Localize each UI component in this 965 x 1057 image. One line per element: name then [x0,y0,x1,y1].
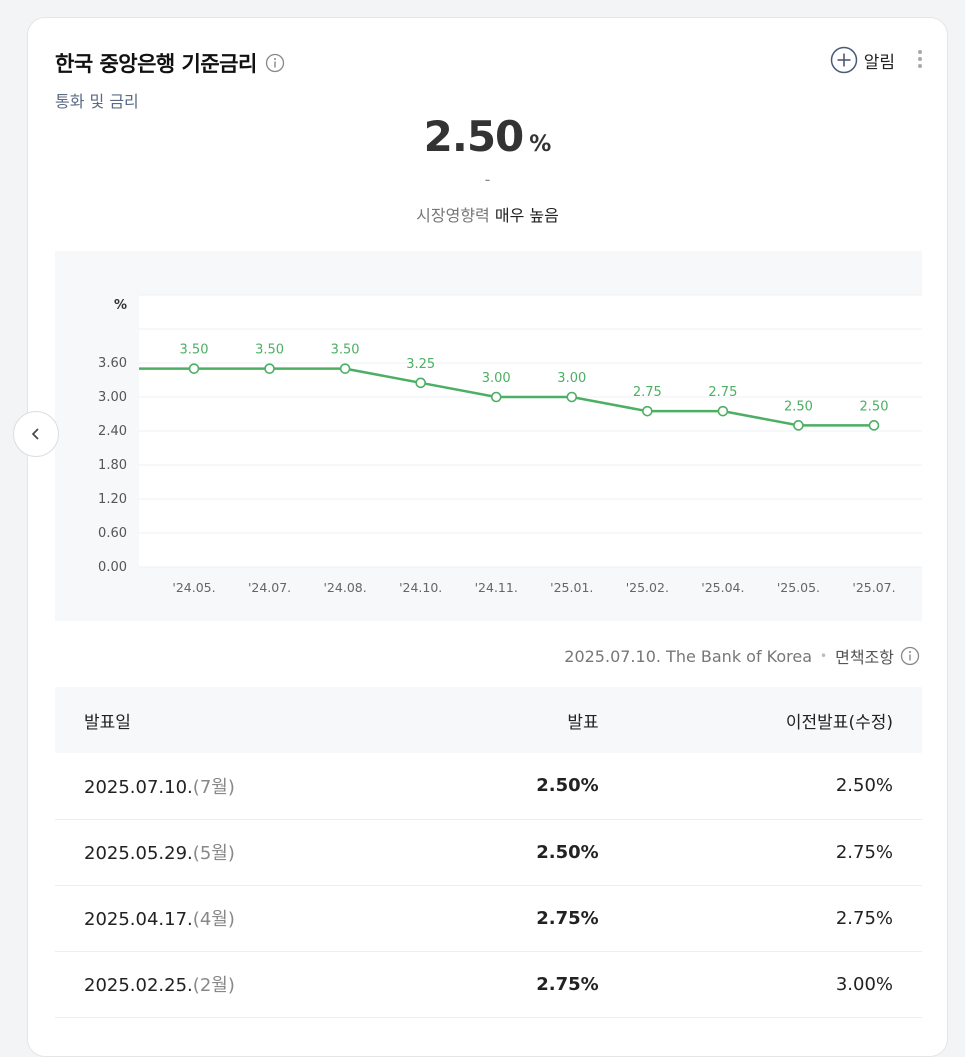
data-point [415,377,426,389]
y-tick-label: 2.40 [98,424,127,439]
row-previous: 2.50% [835,775,893,797]
page-title: 한국 중앙은행 기준금리 [55,52,257,76]
disclaimer-link[interactable]: 면책조항 [835,644,920,668]
y-tick-label: 0.00 [98,560,127,575]
data-label: 3.25 [406,357,435,372]
data-label: 3.50 [331,343,360,358]
data-label: 2.75 [633,385,662,400]
current-value-unit: % [529,132,552,157]
row-actual: 2.75% [536,907,599,929]
row-date: 2025.04.17.(4월) [55,885,413,951]
x-tick-label: '25.04. [701,580,744,595]
change-indicator: - [484,170,491,189]
x-tick-label: '25.05. [777,580,820,595]
y-axis-label: % [114,298,127,313]
disclaimer-label: 면책조항 [835,648,894,667]
table-row: 2025.04.17.(4월) 2.75% 2.75% [55,885,922,951]
data-point [868,420,880,431]
header-actual: 발표 [567,712,599,733]
data-label: 2.50 [860,399,889,414]
data-point [717,405,729,417]
row-date-text: 2025.05.29. [84,843,193,864]
row-month: (2월) [192,975,235,996]
chart-prev-button[interactable] [13,411,59,457]
y-tick-label: 0.60 [98,526,127,541]
x-tick-label: '25.07. [852,580,895,595]
data-point [490,391,502,403]
y-tick-label: 1.80 [98,458,127,473]
more-options-icon[interactable] [915,48,925,70]
category-link[interactable]: 통화 및 금리 [55,92,139,111]
table-row: 2025.02.25.(2월) 2.75% 3.00% [55,951,922,1017]
data-label: 3.50 [180,343,209,358]
x-tick-label: '24.08. [324,580,367,595]
info-icon [900,646,920,666]
header-date: 발표일 [84,712,131,733]
x-tick-label: '24.11. [475,580,518,595]
row-date-text: 2025.02.25. [84,975,193,996]
data-label: 2.50 [784,399,813,414]
data-point [793,420,804,431]
market-impact-label: 시장영향력 [416,206,490,225]
row-previous: 2.75% [835,841,893,863]
x-tick-label: '25.01. [550,580,593,595]
row-date-text: 2025.04.17. [84,909,193,930]
chevron-left-icon [31,428,39,440]
y-tick-label: 3.60 [98,356,127,371]
table-header-row: 발표일 발표 이전발표(수정) [55,687,922,753]
data-point [566,391,578,403]
current-value: 2.50% [28,112,947,161]
plus-circle-icon [830,46,858,74]
row-month: (5월) [192,843,235,864]
data-label: 3.00 [557,371,586,386]
row-actual: 2.75% [536,973,599,995]
row-previous: 2.75% [835,907,893,929]
table-row: 2025.05.29.(5월) 2.50% 2.75% [55,819,922,885]
current-value-number: 2.50 [423,112,525,161]
indicator-card: 한국 중앙은행 기준금리 통화 및 금리 알림 2.50% - 시장영향력 매우… [27,17,948,1057]
market-impact-value: 매우 높음 [494,206,559,225]
x-tick-label: '24.05. [172,580,215,595]
data-point [188,363,200,374]
alarm-button[interactable]: 알림 [830,46,895,74]
alarm-label: 알림 [863,52,895,73]
release-table: 발표일 발표 이전발표(수정) 2025.07.10.(7월) 2.50% 2.… [55,687,922,1018]
row-date-text: 2025.07.10. [84,776,193,798]
data-point [264,363,275,374]
info-icon[interactable] [265,53,285,73]
row-date: 2025.07.10.(7월) [55,753,413,819]
x-tick-label: '24.10. [399,580,442,595]
source-separator: • [820,649,828,663]
source-text: 2025.07.10. The Bank of Korea [564,646,813,666]
row-previous: 3.00% [835,973,893,995]
rate-chart-svg: 0.00 0.60 1.20 1.80 2.40 3.00 3.60% '24.05. '24.… [98,294,922,595]
row-month: (4월) [192,909,235,930]
source-line: 2025.07.10. The Bank of Korea • 면책조항 [564,644,920,668]
y-tick-label: 1.20 [98,492,127,507]
data-label: 3.50 [255,343,284,358]
rate-chart: 0.00 0.60 1.20 1.80 2.40 3.00 3.60% '24.05. '24.… [55,251,922,621]
data-label: 3.00 [482,371,511,386]
table-row: 2025.07.10.(7월) 2.50% 2.50% [55,753,922,819]
title-row: 한국 중앙은행 기준금리 [55,48,285,78]
x-tick-label: '24.07. [248,580,291,595]
row-actual: 2.50% [536,841,599,863]
row-month: (7월) [192,776,235,798]
x-tick-label: '25.02. [626,580,669,595]
y-tick-label: 3.00 [98,390,127,405]
row-actual: 2.50% [536,775,599,797]
row-date: 2025.05.29.(5월) [55,819,413,885]
row-date: 2025.02.25.(2월) [55,951,413,1017]
data-label: 2.75 [708,385,737,400]
market-impact: 시장영향력 매우 높음 [28,202,947,226]
data-point [339,363,351,374]
header-previous: 이전발표(수정) [785,712,893,733]
data-point [642,405,653,417]
